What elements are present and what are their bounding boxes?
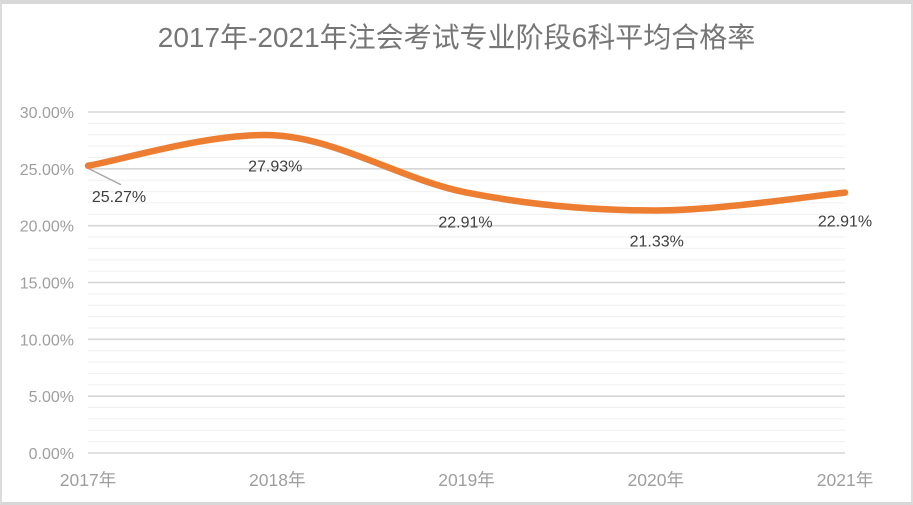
x-tick-label: 2020年 (628, 470, 684, 490)
pass-rate-series-line (84, 131, 849, 214)
x-tick-label: 2018年 (249, 470, 305, 490)
y-tick-label: 30.00% (20, 105, 74, 122)
x-tick-label: 2017年 (60, 470, 116, 490)
y-tick-label: 0.00% (29, 446, 74, 463)
data-label: 25.27% (92, 189, 146, 206)
data-label: 22.91% (818, 214, 872, 231)
x-tick-label: 2019年 (438, 470, 494, 490)
chart-title: 2017年-2021年注会考试专业阶段6科平均合格率 (157, 22, 756, 53)
y-tick-label: 20.00% (20, 219, 74, 236)
x-tick-label: 2021年 (817, 470, 873, 490)
y-tick-label: 5.00% (29, 389, 74, 406)
y-tick-label: 25.00% (20, 162, 74, 179)
y-tick-label: 10.00% (20, 332, 74, 349)
y-tick-label: 15.00% (20, 276, 74, 293)
pass-rate-line-chart: 0.00% 5.00% 10.00% 15.00% 20.00% 25.00% 30.00%… (20, 105, 873, 490)
data-label: 21.33% (630, 234, 684, 251)
data-label: 22.91% (438, 215, 492, 232)
data-label-leader-line (88, 168, 122, 186)
data-label: 27.93% (248, 159, 302, 176)
